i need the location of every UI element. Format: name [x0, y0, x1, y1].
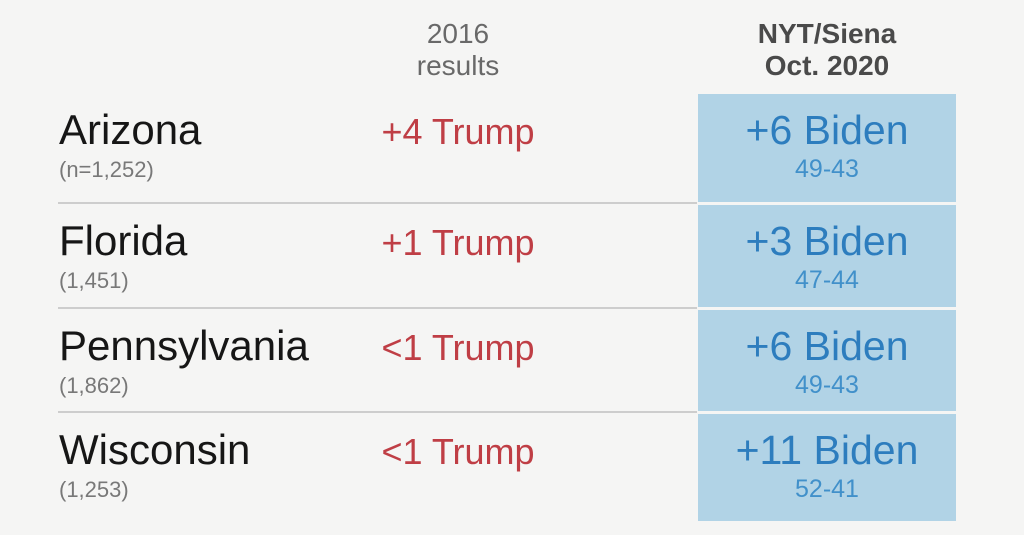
table-row-florida: Florida (1,451) +1 Trump +3 Biden 47-44 — [0, 205, 1024, 307]
poll-result-box: +6 Biden 49-43 — [698, 310, 956, 411]
sample-size: (1,451) — [59, 268, 129, 293]
result-2016: +4 Trump — [381, 111, 535, 152]
state-name: Pennsylvania — [59, 322, 309, 369]
state-name: Florida — [59, 217, 188, 264]
result-2016: <1 Trump — [381, 431, 535, 472]
table-row-arizona: Arizona (n=1,252) +4 Trump +6 Biden 49-4… — [0, 94, 1024, 202]
poll-margin: +6 Biden — [745, 107, 909, 153]
table-row-wisconsin: Wisconsin (1,253) <1 Trump +11 Biden 52-… — [0, 414, 1024, 521]
poll-score: 52-41 — [795, 475, 859, 503]
poll-score: 49-43 — [795, 155, 859, 183]
poll-score: 47-44 — [795, 266, 859, 294]
result-2016: <1 Trump — [381, 327, 535, 368]
state-name: Wisconsin — [59, 426, 251, 473]
sample-size: (n=1,252) — [59, 157, 154, 182]
poll-result-box: +6 Biden 49-43 — [698, 94, 956, 202]
poll-margin: +3 Biden — [745, 218, 909, 264]
poll-margin: +11 Biden — [735, 427, 919, 473]
column-header-poll-line2: Oct. 2020 — [764, 50, 890, 81]
column-header-nyt-siena: NYT/Siena Oct. 2020 — [698, 18, 956, 82]
column-header-2016-results: 2016 results — [330, 18, 586, 82]
row-divider — [58, 411, 697, 413]
row-divider — [58, 202, 697, 204]
poll-margin: +6 Biden — [745, 323, 909, 369]
sample-size: (1,253) — [59, 477, 129, 502]
column-header-2016-line2: results — [416, 50, 500, 81]
column-header-poll-line1: NYT/Siena — [757, 18, 897, 49]
sample-size: (1,862) — [59, 373, 129, 398]
column-header-2016-line1: 2016 — [426, 18, 490, 49]
poll-result-box: +3 Biden 47-44 — [698, 205, 956, 307]
poll-result-box: +11 Biden 52-41 — [698, 414, 956, 521]
state-name: Arizona — [59, 106, 202, 153]
result-2016: +1 Trump — [381, 222, 535, 263]
row-divider — [58, 307, 697, 309]
table-row-pennsylvania: Pennsylvania (1,862) <1 Trump +6 Biden 4… — [0, 310, 1024, 411]
poll-score: 49-43 — [795, 371, 859, 399]
